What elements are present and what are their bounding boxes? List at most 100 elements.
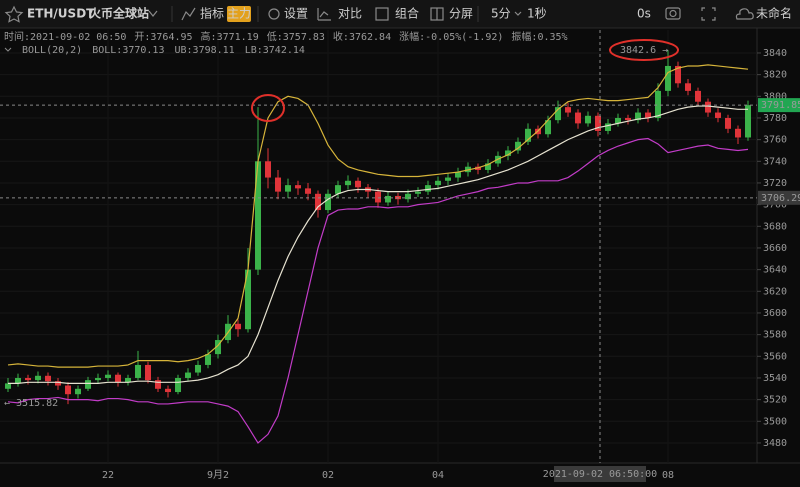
favorite-icon[interactable] — [4, 5, 24, 23]
boll-line — [7, 137, 749, 444]
y-tick-label: 3840 — [763, 48, 787, 59]
y-tick-label: 3660 — [763, 243, 787, 254]
settings-icon[interactable] — [268, 8, 280, 20]
candle-body — [45, 375, 51, 382]
candle-body — [615, 117, 621, 124]
candle-body — [645, 112, 651, 118]
candle-body — [705, 101, 711, 113]
legend-name: BOLL: — [92, 45, 122, 56]
countdown: 0s — [637, 7, 651, 21]
candle-body — [575, 112, 581, 124]
y-tick-label: 3580 — [763, 330, 787, 341]
candle-body — [715, 112, 721, 118]
candle-body — [175, 377, 181, 393]
candle-body — [725, 117, 731, 129]
candle-body — [145, 364, 151, 381]
candle-body — [695, 90, 701, 102]
legend-name: LB: — [245, 45, 263, 56]
candle-body — [95, 377, 101, 381]
candle-body — [585, 115, 591, 124]
toolbar-bg — [0, 0, 800, 28]
indicator-button[interactable]: 指标 — [200, 6, 224, 21]
candle-body — [455, 172, 461, 178]
candle-body — [235, 323, 241, 330]
info-label: 涨幅: — [399, 30, 425, 43]
interval-button[interactable]: 5分 — [491, 7, 511, 21]
screenshot-icon-lens — [669, 9, 677, 18]
compare-button[interactable]: 对比 — [338, 7, 362, 21]
toolbar: ETH/USDT 火币全球站 指标 主力 设置 对比 组合 分屏 5分 1秒 0… — [0, 0, 800, 29]
highlight-ellipse — [251, 94, 285, 122]
candle-body — [355, 180, 361, 188]
info-value: 3771.19 — [217, 32, 259, 43]
dropdown-icon[interactable] — [148, 10, 158, 17]
last-price-label: 3791.85 — [761, 100, 800, 111]
boll-line — [8, 105, 748, 384]
indicator-name: BOLL(20,2) — [22, 45, 82, 56]
badge[interactable]: 主力 — [227, 7, 251, 21]
interval-dropdown[interactable] — [514, 11, 522, 16]
symbol[interactable]: ETH/USDT — [27, 7, 95, 21]
screenshot-icon[interactable] — [665, 7, 681, 20]
y-tick-label: 3640 — [763, 265, 787, 276]
candle-body — [105, 374, 111, 378]
candle-body — [245, 269, 251, 330]
last-price-box — [758, 98, 800, 113]
candle-body — [35, 375, 41, 381]
legend-value: 3770.13 — [122, 45, 164, 56]
layout-name[interactable]: 未命名 — [756, 6, 792, 21]
crosshair-time-box — [554, 466, 646, 482]
badge-bg — [227, 6, 251, 22]
candle-body — [25, 377, 31, 381]
candle-body — [665, 65, 671, 91]
candle-body — [195, 364, 201, 373]
x-tick-label: 04 — [432, 470, 444, 481]
legend-value: 3798.11 — [193, 45, 235, 56]
y-tick-label: 3620 — [763, 286, 787, 297]
candle-body — [565, 107, 571, 113]
x-tick-label: 9月2 — [207, 469, 229, 481]
candle-body — [55, 381, 61, 386]
candle-body — [405, 193, 411, 200]
indicator-icon[interactable] — [181, 7, 196, 21]
combine-button[interactable]: 组合 — [395, 6, 419, 21]
crosshair-time: 2021-09-02 06:50:00 — [543, 469, 657, 480]
candle-body — [435, 180, 441, 186]
candle-body — [165, 388, 171, 393]
refresh-button[interactable]: 1秒 — [527, 7, 547, 21]
candle-body — [305, 188, 311, 194]
boll-line — [7, 64, 749, 368]
plot — [5, 50, 751, 444]
x-tick-label: 02 — [322, 470, 334, 481]
y-tick-label: 3780 — [763, 113, 787, 124]
y-tick-label: 3700 — [763, 200, 787, 211]
info-value: 0.35% — [537, 32, 567, 43]
info-label: 低: — [267, 30, 283, 43]
fullscreen-icon[interactable] — [701, 7, 716, 21]
candle-body — [415, 191, 421, 194]
candle-body — [425, 185, 431, 192]
candle-body — [85, 380, 91, 389]
candle-body — [745, 105, 751, 138]
settings-button[interactable]: 设置 — [284, 7, 308, 21]
y-tick-label: 3800 — [763, 91, 787, 102]
combine-icon[interactable] — [375, 7, 389, 21]
candle-body — [275, 177, 281, 192]
info-label: 时间: — [4, 30, 30, 43]
exchange: 火币全球站 — [89, 6, 149, 21]
split-button[interactable]: 分屏 — [449, 7, 473, 21]
candle-body — [255, 161, 261, 270]
candle-body — [445, 177, 451, 181]
highlight-ellipse — [609, 39, 679, 61]
info-value: 3757.83 — [283, 32, 325, 43]
candle-body — [515, 141, 521, 151]
candle-body — [285, 185, 291, 192]
candle-body — [345, 180, 351, 186]
cloud-icon[interactable] — [735, 8, 754, 20]
candle-body — [375, 191, 381, 203]
candle-body — [385, 195, 391, 203]
y-tick-label: 3500 — [763, 416, 787, 427]
compare-icon[interactable] — [317, 8, 331, 21]
info-value: 3764.95 — [150, 32, 192, 43]
